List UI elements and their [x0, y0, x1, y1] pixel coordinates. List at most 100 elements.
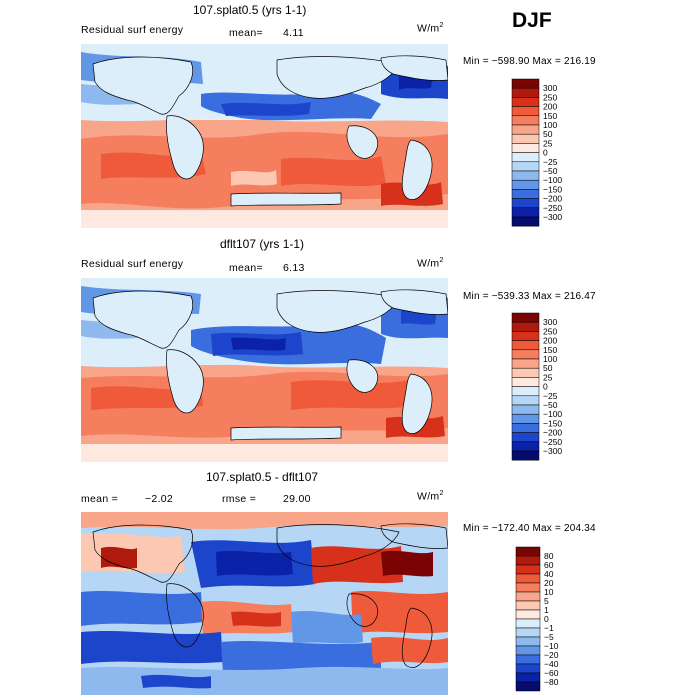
colorbar-tick-label: −150 [543, 418, 562, 428]
colorbar-swatch [515, 636, 541, 647]
colorbar-swatch [511, 331, 540, 341]
colorbar-swatch [511, 124, 540, 135]
colorbar-swatch [515, 654, 541, 665]
colorbar-tick-label: 250 [543, 92, 557, 102]
colorbar-swatch [515, 591, 541, 602]
colorbar-tick-label: 40 [544, 569, 554, 579]
panel1-map [81, 44, 448, 228]
panel2-title: dflt107 (yrs 1-1) [220, 237, 305, 251]
colorbar-tick-label: −200 [543, 428, 562, 438]
colorbar-swatch [511, 386, 540, 397]
panel2-field-name: Residual surf energy [81, 258, 184, 270]
colorbar-swatch [515, 564, 541, 575]
colorbar-tick-label: 100 [543, 354, 557, 364]
panel2-minmax: Min = −539.33 Max = 216.47 [463, 291, 596, 302]
panel1-mean-label: mean= [229, 27, 263, 39]
colorbar-swatch [511, 413, 540, 424]
colorbar-swatch [515, 573, 541, 584]
colorbar-swatch [511, 170, 540, 181]
colorbar-tick-label: −10 [544, 641, 559, 651]
colorbar-tick-label: −25 [543, 157, 558, 167]
colorbar-swatch [515, 663, 541, 674]
colorbar-swatch [511, 441, 540, 452]
panel1-units: W/m2 [417, 22, 444, 35]
panel1-colorbar: 30025020015010050250−25−50−100−150−200−2… [511, 78, 562, 227]
colorbar-swatch [515, 555, 541, 566]
colorbar-tick-label: 200 [543, 102, 557, 112]
colorbar-tick-label: −200 [543, 194, 562, 204]
colorbar-swatch [515, 600, 541, 611]
colorbar-swatch [511, 312, 540, 323]
colorbar-swatch [511, 179, 540, 190]
colorbar-swatch [511, 216, 540, 227]
colorbar-tick-label: 5 [544, 596, 549, 606]
colorbar-swatch [515, 546, 541, 557]
colorbar-tick-label: 100 [543, 120, 557, 130]
colorbar-swatch [511, 340, 540, 351]
panel3-mean-label: mean = [81, 493, 119, 505]
colorbar-swatch [515, 645, 541, 656]
colorbar-tick-label: −50 [543, 400, 558, 410]
panel3-minmax: Min = −172.40 Max = 204.34 [463, 523, 596, 534]
panel3-rmse-value: 29.00 [283, 493, 311, 505]
colorbar-swatch [511, 423, 540, 433]
colorbar-tick-label: −300 [543, 212, 562, 222]
colorbar-tick-label: −40 [544, 659, 559, 669]
colorbar-swatch [515, 618, 541, 629]
panel3-rmse-label: rmse = [222, 493, 257, 505]
colorbar-tick-label: 300 [543, 317, 557, 327]
colorbar-swatch [511, 143, 540, 153]
colorbar-swatch [511, 349, 540, 360]
colorbar-swatch [511, 115, 540, 126]
colorbar-tick-label: −60 [544, 668, 559, 678]
colorbar-tick-label: 60 [544, 560, 554, 570]
panel2-mean-value: 6.13 [283, 262, 305, 274]
colorbar-tick-label: −100 [543, 409, 562, 419]
colorbar-tick-label: 0 [543, 148, 548, 158]
colorbar-swatch [511, 450, 540, 461]
colorbar-tick-label: −150 [543, 184, 562, 194]
colorbar-swatch [511, 432, 540, 443]
colorbar-tick-label: 80 [544, 551, 554, 561]
panel3-title: 107.splat0.5 - dflt107 [206, 470, 319, 484]
colorbar-tick-label: 50 [543, 129, 553, 139]
colorbar-tick-label: 150 [543, 345, 557, 355]
colorbar-tick-label: 0 [543, 382, 548, 392]
colorbar-swatch [511, 133, 540, 144]
panel1-mean-value: 4.11 [283, 27, 304, 39]
colorbar-tick-label: −80 [544, 677, 559, 687]
colorbar-swatch [511, 358, 540, 369]
colorbar-swatch [511, 161, 540, 172]
panel1-title: 107.splat0.5 (yrs 1-1) [193, 3, 307, 17]
panel3-map [81, 512, 448, 695]
colorbar-swatch [511, 404, 540, 415]
colorbar-tick-label: −250 [543, 437, 562, 447]
colorbar-tick-label: −1 [544, 623, 554, 633]
colorbar-tick-label: −250 [543, 203, 562, 213]
panel2-mean-label: mean= [229, 262, 263, 274]
colorbar-swatch [511, 367, 540, 378]
colorbar-swatch [515, 681, 541, 692]
panel1-minmax: Min = −598.90 Max = 216.19 [463, 56, 596, 67]
colorbar-swatch [511, 395, 540, 406]
colorbar-tick-label: 10 [544, 587, 554, 597]
panel2-colorbar: 30025020015010050250−25−50−100−150−200−2… [511, 312, 562, 461]
colorbar-swatch [511, 198, 540, 209]
colorbar-tick-label: 150 [543, 111, 557, 121]
colorbar-swatch [515, 582, 541, 593]
panel1-field-name: Residual surf energy [81, 24, 184, 36]
panel2-map [81, 278, 448, 462]
colorbar-swatch [511, 189, 540, 199]
colorbar-swatch [515, 627, 541, 638]
colorbar-swatch [511, 152, 540, 163]
colorbar-swatch [515, 609, 541, 620]
panel3-units: W/m2 [417, 490, 444, 503]
colorbar-tick-label: 50 [543, 363, 553, 373]
colorbar-swatch [515, 672, 541, 683]
colorbar-tick-label: 0 [544, 614, 549, 624]
panel3-mean-value: −2.02 [145, 493, 174, 505]
season-label: DJF [512, 9, 552, 32]
panel2-units: W/m2 [417, 257, 444, 270]
colorbar-tick-label: −25 [543, 391, 558, 401]
